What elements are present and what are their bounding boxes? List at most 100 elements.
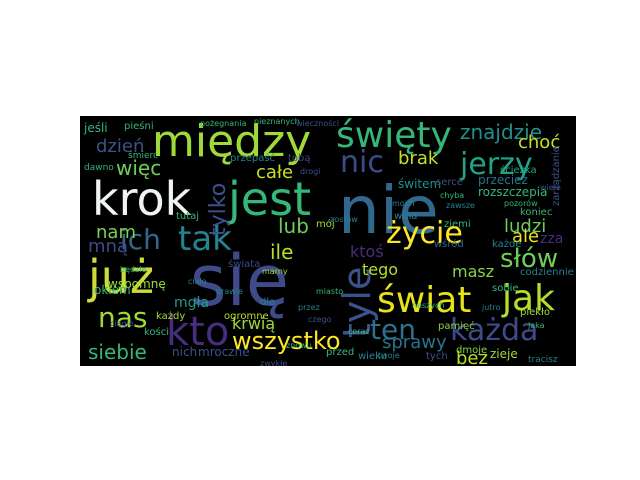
word-kazda: każda [450, 313, 539, 348]
word-ile: ile [270, 240, 294, 264]
word-dzien: dzień [96, 136, 145, 157]
word-mna: mną [88, 236, 128, 257]
word-nam: nam [96, 222, 136, 243]
word-wiecznosci: wieczności [296, 119, 340, 128]
word-tak: tak [178, 219, 232, 259]
word-ich: ich [120, 223, 161, 256]
word-cloud: nie się krok jest między już ich tak świ… [80, 116, 576, 366]
word-ciagle: ciągle [110, 319, 134, 328]
word-bez: bez [456, 348, 488, 367]
word-sciezka: ścieżka [500, 165, 537, 176]
word-ludzi: ludzi [504, 216, 547, 237]
word-pozegnania: pożegnania [200, 119, 247, 128]
word-zza: zza [540, 231, 564, 247]
word-ktos: ktoś [350, 242, 384, 261]
word-swiata: świata [228, 259, 261, 270]
word-zieje: zieje [490, 347, 518, 361]
word-sobie: sobie [492, 283, 519, 294]
word-jesli: jeśli [84, 121, 108, 135]
word-pieklo: piekło [520, 307, 551, 318]
word-siebie: siebie [88, 340, 147, 364]
word-mgla: mgła [174, 295, 210, 311]
word-przeciez: przeciez [478, 173, 528, 187]
word-jerzy: jerzy [460, 147, 533, 182]
word-ten: ten [370, 313, 416, 346]
word-naszych: naszych [412, 301, 445, 310]
word-jest: jest [228, 172, 312, 226]
word-swiety: święty [336, 116, 452, 156]
word-kosci: kości [144, 327, 170, 338]
word-nich: nich [172, 345, 198, 359]
word-sie: się [190, 240, 289, 322]
word-prawie: prawie [216, 287, 243, 296]
word-twoje: twoje [378, 351, 400, 360]
word-zarzadzanie: zarządzanie [551, 146, 562, 206]
word-choc: choć [518, 132, 561, 153]
word-znowu: znowu [286, 341, 312, 350]
word-brak: brak [398, 148, 439, 169]
word-tutaj: tutaj [176, 211, 200, 222]
word-czego: czego [308, 315, 332, 324]
word-wiele: wiele [540, 183, 561, 192]
word-bedzie: będzie [120, 265, 147, 274]
word-swiat: świat [377, 280, 472, 321]
word-rozszczepia: rozszczepia [478, 185, 548, 199]
word-dla: dla [260, 297, 276, 308]
word-zostaw: zostaw [330, 215, 358, 224]
word-przepasc: przepaść [230, 153, 276, 164]
word-zawsze: zawsze [446, 201, 475, 210]
word-masz: masz [452, 262, 495, 281]
word-miasto: miasto [316, 287, 344, 296]
word-krwia: krwią [232, 314, 276, 333]
word-coraz: coraz [348, 327, 370, 336]
word-dmoje: dmoje [456, 345, 488, 356]
word-tracisz: tracisz [528, 355, 558, 365]
word-tych: tych [426, 351, 448, 362]
word-nic: nic [340, 145, 384, 180]
word-mroczne: mroczne [198, 345, 250, 359]
word-wsrod: wśród [434, 239, 464, 250]
word-codziennie: codziennie [520, 267, 574, 278]
word-przez: przez [298, 303, 320, 312]
word-wieku: wieku [358, 351, 387, 362]
word-kazde: każde [492, 239, 522, 250]
word-kazdy: każdy [156, 311, 186, 322]
word-koniec: koniec [520, 207, 553, 218]
word-kto: kto [166, 309, 230, 355]
word-pamiec: pamięć [438, 321, 475, 332]
word-tego: tego [362, 260, 399, 279]
word-wiec: więc [116, 156, 162, 180]
word-krok: krok [92, 172, 192, 226]
word-slow: słów [500, 244, 559, 274]
word-marny: marny [262, 267, 288, 276]
word-wspomne: wspomnę [108, 277, 166, 291]
word-ogromne: ogromne [224, 311, 269, 322]
word-smierc: śmierć [128, 151, 158, 161]
word-ale: ale [512, 226, 540, 247]
word-pozorow: pozorów [504, 199, 538, 208]
word-wina: wina [394, 211, 418, 222]
word-piesni: pieśni [124, 121, 154, 132]
word-toba: tobą [288, 153, 311, 164]
word-serce: serce [436, 177, 463, 188]
word-jak: jak [502, 278, 555, 319]
word-znajdzie: znajdzie [460, 120, 543, 144]
word-jaka: jaka [528, 321, 545, 330]
word-dawno: dawno [84, 163, 114, 173]
word-chyba: chyba [440, 191, 465, 200]
word-lub: lub [278, 214, 309, 238]
word-nas: nas [98, 301, 148, 334]
word-wszystko: wszystko [232, 327, 341, 355]
word-moim: moim [392, 199, 415, 208]
word-switem: świtem [398, 177, 442, 191]
word-cialo: ciało [188, 277, 207, 286]
word-cale: całe [256, 162, 294, 183]
word-sprawy: sprawy [382, 332, 447, 353]
word-zycie: życie [386, 216, 463, 251]
word-ziemi: ziemi [444, 219, 471, 230]
word-zwykle: zwykłe [260, 359, 288, 367]
word-jutro: jutro [482, 303, 501, 312]
word-przed: przed [326, 347, 355, 358]
word-nieznanych: nieznanych [254, 117, 300, 126]
word-moj: mój [316, 219, 335, 230]
